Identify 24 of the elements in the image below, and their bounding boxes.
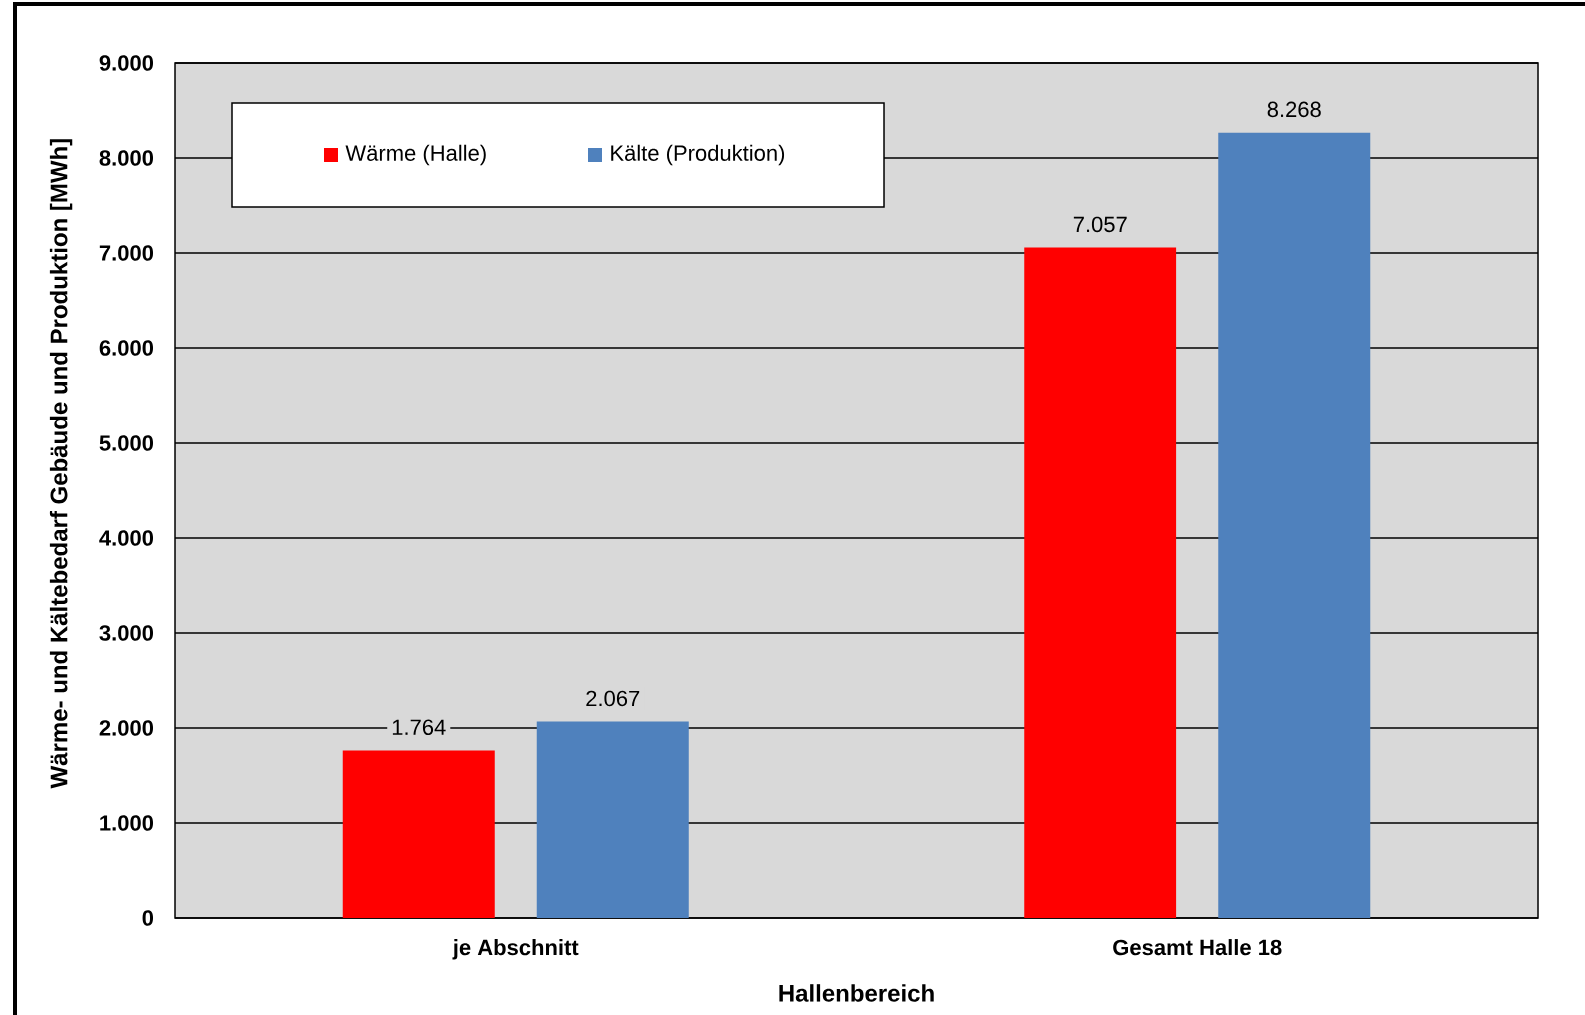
data-label: 7.057 [1073, 216, 1127, 233]
x-tick-label: Gesamt Halle 18 [1113, 939, 1282, 956]
x-axis-title: Hallenbereich [779, 984, 934, 1002]
y-tick-label: 6.000 [99, 340, 154, 356]
legend-label: Wärme (Halle) [345, 144, 486, 166]
x-tick-label: je Abschnitt [452, 939, 579, 960]
y-tick-label: 9.000 [99, 55, 154, 71]
y-tick-label: 4.000 [99, 530, 154, 546]
data-label: 1.764 [392, 719, 446, 736]
bar [1218, 132, 1371, 918]
y-tick-label: 8.000 [99, 150, 154, 166]
y-tick-label: 5.000 [99, 435, 154, 451]
y-tick-label: 7.000 [99, 245, 154, 261]
y-tick-label: 2.000 [99, 720, 154, 736]
bar [342, 750, 495, 918]
data-label: 2.067 [586, 690, 640, 707]
y-tick-label: 1.000 [100, 815, 154, 831]
y-tick-label: 0 [142, 910, 154, 926]
bar [1024, 247, 1177, 918]
bar [536, 721, 689, 918]
y-tick-label: 3.000 [99, 625, 154, 641]
y-axis-title: Wärme- und Kältebedarf Gebäude und Produktion [MWh] [49, 139, 73, 789]
data-label: 8.268 [1267, 101, 1321, 118]
legend-label: Kälte (Produktion) [611, 144, 785, 166]
